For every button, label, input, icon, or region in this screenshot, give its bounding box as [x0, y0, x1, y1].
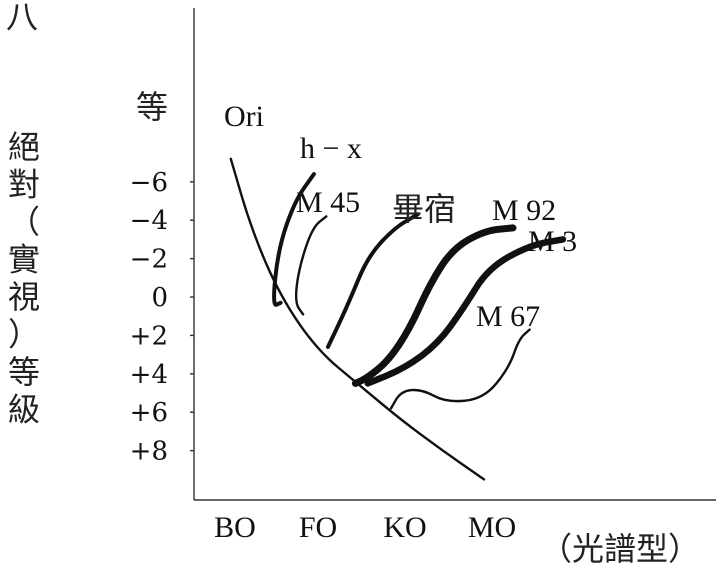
- x-tick-label: BO: [214, 511, 256, 544]
- y-axis-label-char: 視: [8, 278, 40, 316]
- y-tick-label: 0: [151, 283, 168, 313]
- y-tick-label: −4: [130, 206, 168, 236]
- x-tick-label: KO: [383, 511, 426, 544]
- series-label: M 92: [492, 194, 556, 227]
- series-line-4-hatch: [353, 226, 515, 386]
- y-axis-label-char: ）: [8, 316, 40, 354]
- x-tick-label: MO: [468, 511, 516, 544]
- y-tick-label: −2: [130, 245, 168, 275]
- y-tick-label: +6: [130, 398, 168, 428]
- y-ticks: −6 −4 −2 0 +2 +4 +6 +8: [130, 168, 194, 467]
- y-tick-label: +2: [130, 321, 168, 351]
- y-tick-label: −6: [130, 168, 168, 198]
- series-line-5-inner: [366, 237, 565, 386]
- y-axis-label: 絕對（實視）等級: [8, 128, 40, 429]
- y-axis-label-char: 級: [8, 391, 40, 429]
- series-label: Ori: [224, 100, 264, 133]
- series-label: 畢宿: [392, 190, 456, 228]
- series-line-2: [294, 215, 328, 316]
- series-labels: Ori h − x M 45 畢宿 M 92M 3 M 67: [224, 100, 577, 333]
- series-label: h − x: [300, 132, 362, 165]
- series-line-3: [326, 212, 420, 349]
- x-tick-label: FO: [299, 511, 337, 544]
- series-label: M 3: [528, 225, 577, 258]
- y-tick-label: +8: [130, 437, 168, 467]
- y-tick-label: +4: [130, 360, 168, 390]
- series-line-6: [389, 328, 531, 410]
- y-axis-label-char: 對: [8, 166, 40, 204]
- y-axis-label-char: 絕: [8, 128, 40, 166]
- series-layer: [229, 157, 567, 481]
- y-axis-label-char: 實: [8, 241, 40, 279]
- y-axis-label-char: （: [8, 203, 40, 241]
- page-marker: 八: [6, 0, 38, 36]
- series-label: M 45: [296, 186, 360, 219]
- x-axis-label: （光譜型）: [540, 530, 700, 568]
- y-axis-label-char: 等: [8, 353, 40, 391]
- series-line-1: [272, 172, 316, 307]
- x-ticks: BO FO KO MO: [214, 511, 516, 544]
- series-line-0: [229, 157, 486, 481]
- y-axis-top-label: 等: [136, 88, 168, 126]
- series-label: M 67: [476, 300, 540, 333]
